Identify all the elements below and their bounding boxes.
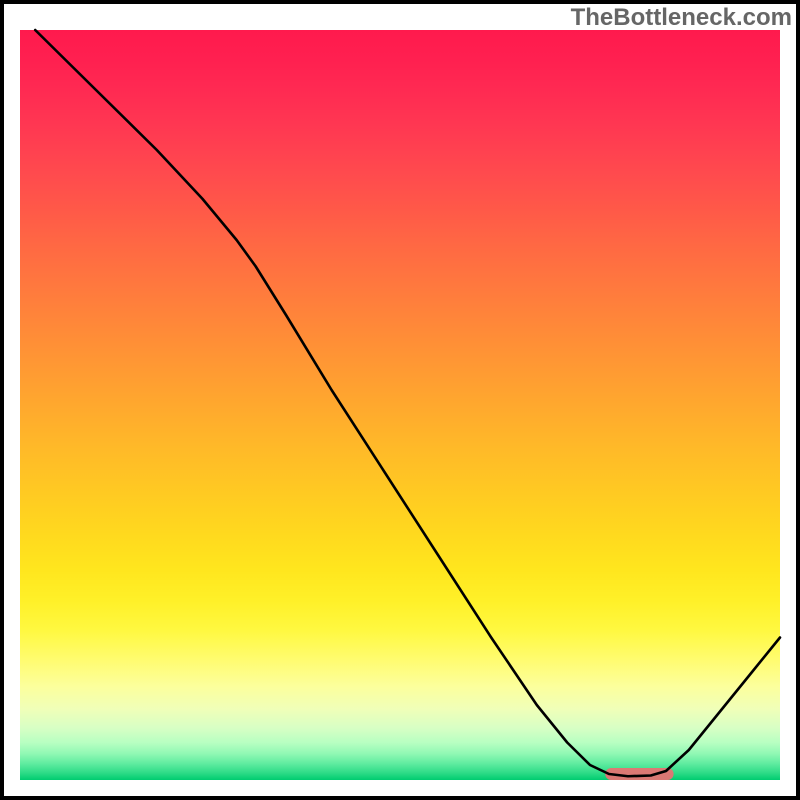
- plot-background: [20, 30, 780, 780]
- bottleneck-chart: [0, 0, 800, 800]
- watermark-text: TheBottleneck.com: [571, 4, 792, 32]
